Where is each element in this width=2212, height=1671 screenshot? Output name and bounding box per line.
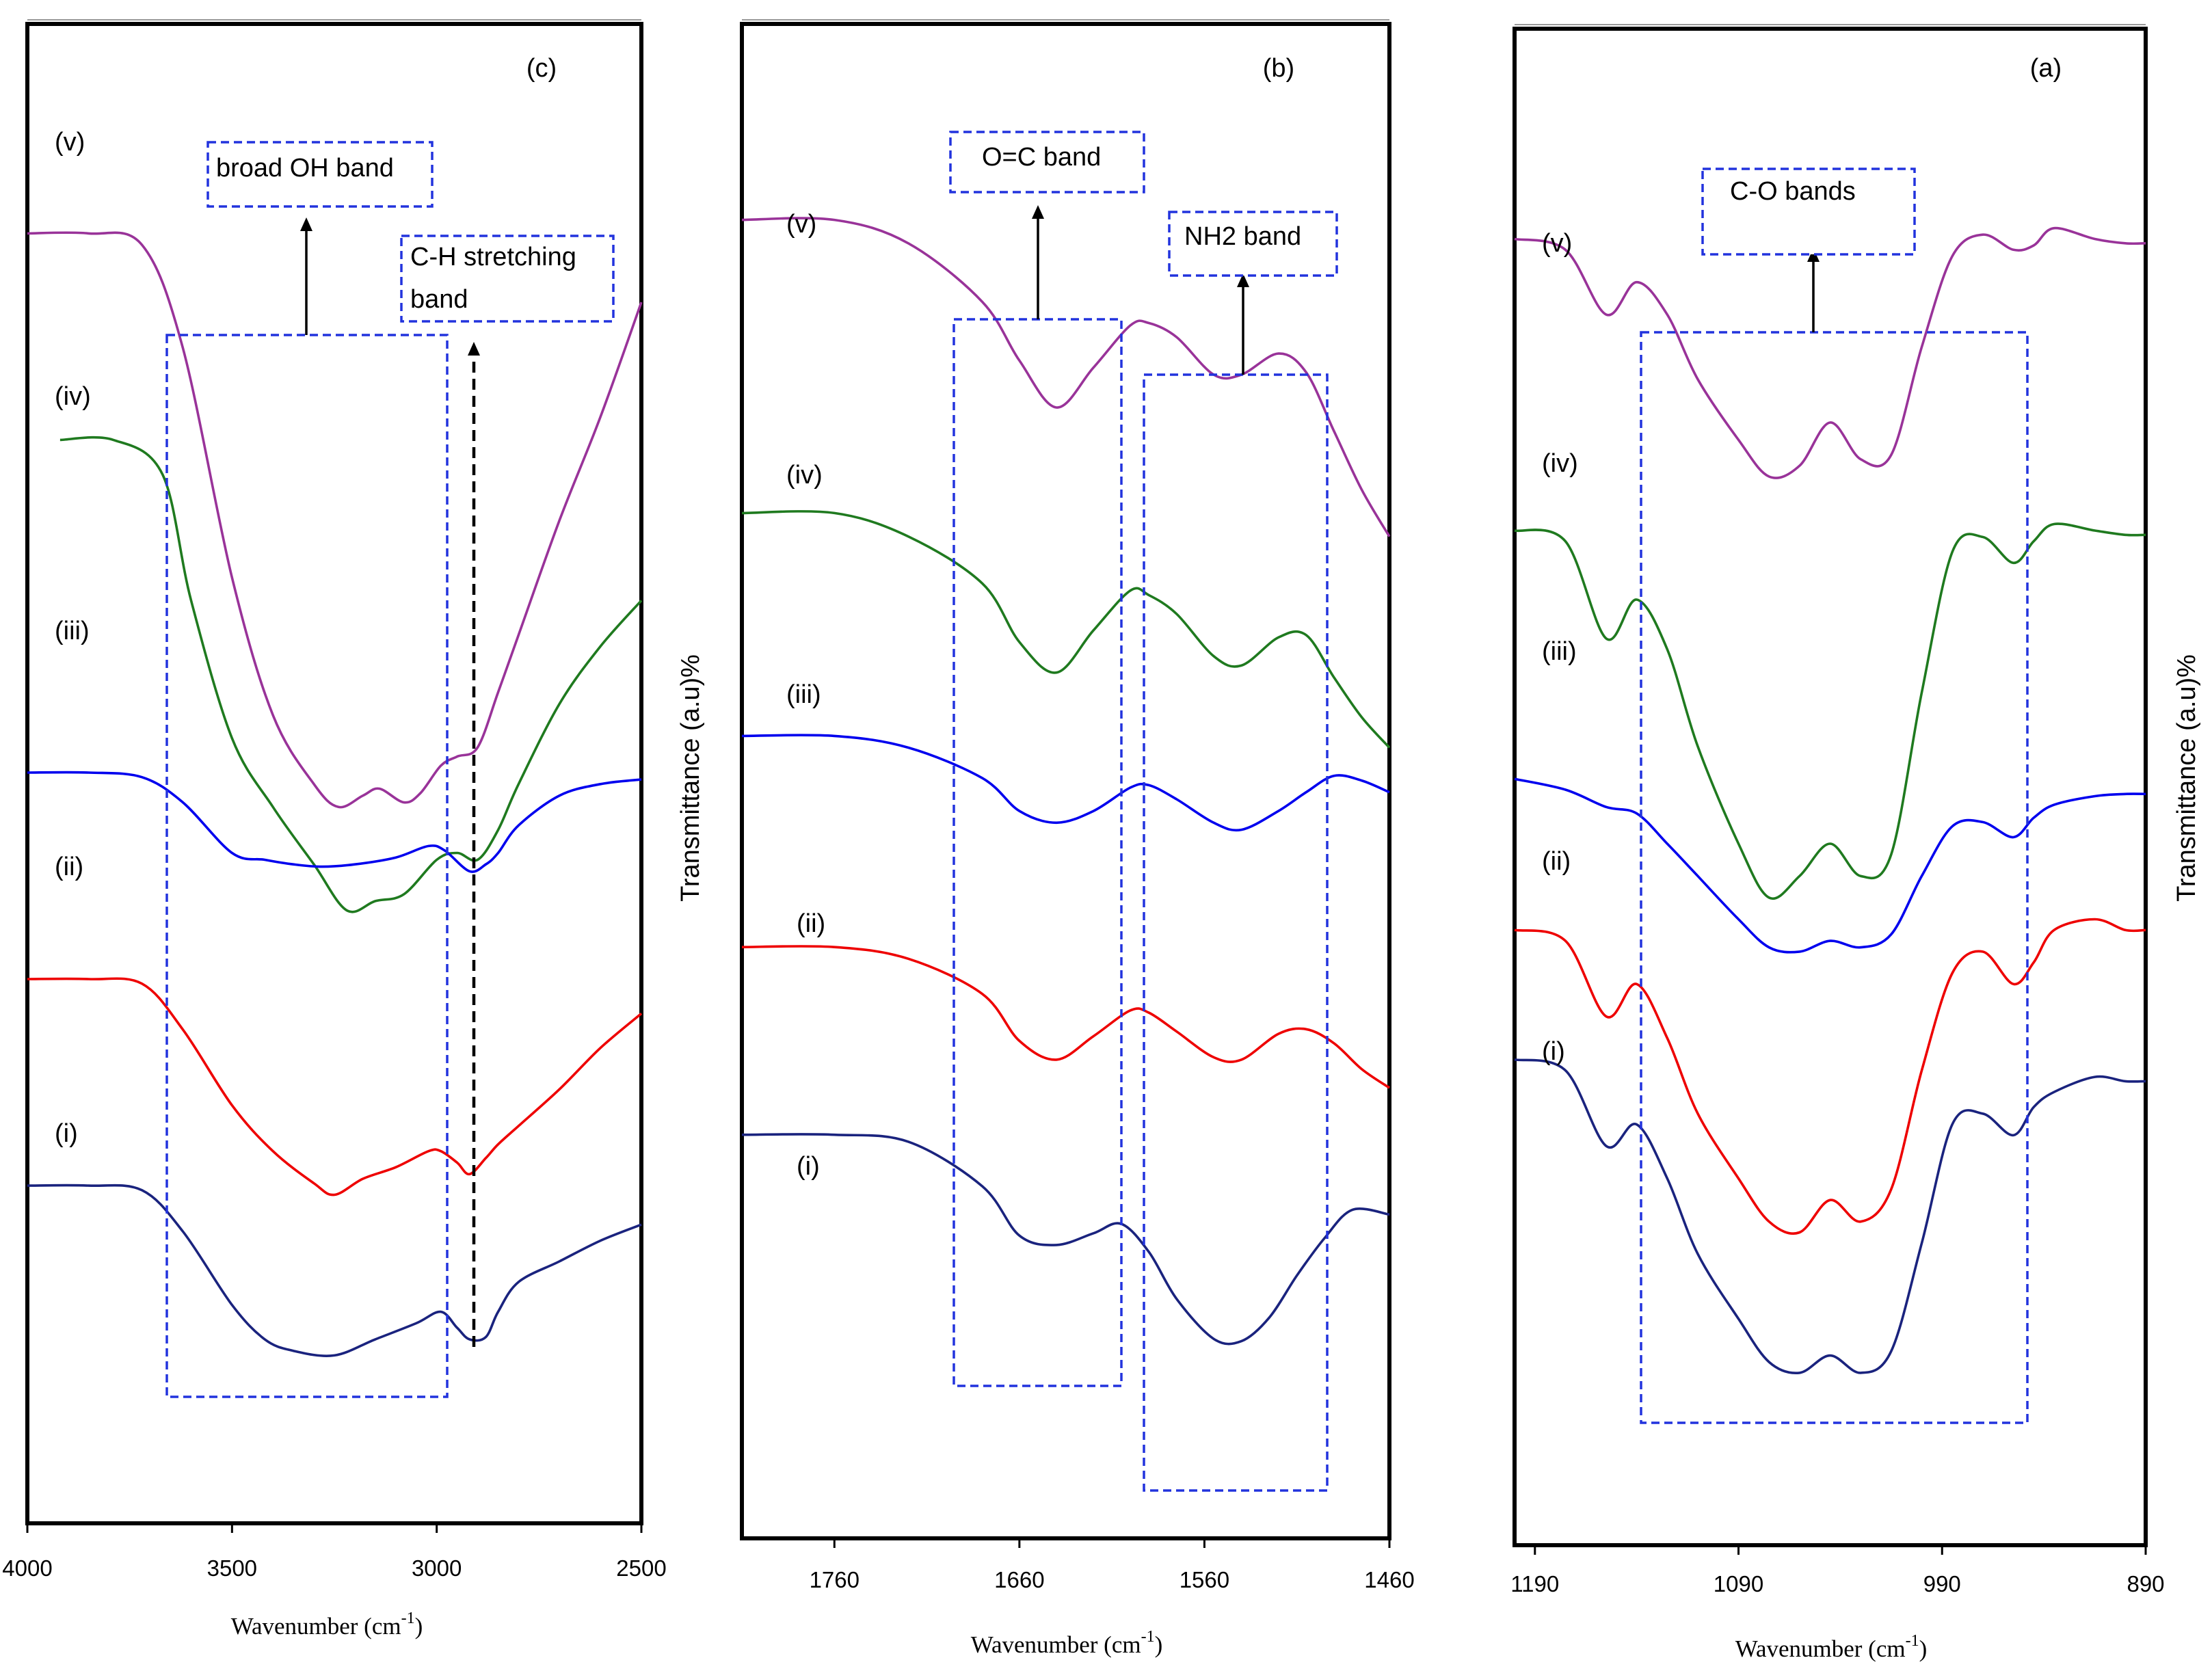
series-line-1 [1514, 226, 2146, 479]
series-line-3 [1514, 777, 2146, 954]
curve-label: (v) [786, 210, 816, 239]
curve-label: (ii) [1542, 847, 1571, 876]
y-axis-title: Transmittance (a.u)% [676, 654, 705, 902]
curve-label: (i) [55, 1119, 78, 1148]
curve-label: (iii) [1542, 637, 1577, 666]
x-tick-label: 1760 [810, 1567, 860, 1592]
panel-label: (b) [1263, 54, 1294, 83]
x-tick-label: 990 [1923, 1571, 1961, 1596]
series-line-5 [1514, 1058, 2146, 1374]
curve-label: (ii) [55, 853, 83, 881]
series-line-4 [27, 977, 643, 1197]
x-axis-title-sup: -1 [1906, 1632, 1919, 1650]
annotation-text: C-H stretching [410, 243, 576, 271]
x-tick-label: 4000 [2, 1555, 52, 1581]
x-tick-label: 2500 [616, 1555, 666, 1581]
series-line-4 [741, 945, 1390, 1089]
series-line-5 [27, 1184, 642, 1357]
curve-label: (v) [1542, 229, 1572, 258]
y-axis-title: Transmittance (a.u)% [2172, 654, 2201, 902]
series-line-1 [27, 231, 643, 809]
x-axis-title-close: ) [1155, 1631, 1163, 1658]
x-tick-label: 1090 [1714, 1571, 1763, 1596]
annotation-text-line2: band [410, 285, 468, 314]
annotation-text: O=C band [982, 143, 1101, 172]
series-line-4 [1514, 918, 2146, 1235]
annotation-text: C-O bands [1730, 177, 1856, 206]
x-axis-title-main: Wavenumber (cm [1735, 1635, 1906, 1662]
curve-label: (iv) [1542, 449, 1578, 478]
band-region-box [1143, 373, 1329, 1492]
panel-b: 1760 1660 1560 1460 Wavenumber (cm-1) Transmi… [676, 19, 1415, 1658]
curve-label: (v) [55, 128, 85, 157]
curve-label: (iii) [55, 617, 90, 645]
x-axis-title: Wavenumber (cm-1) [1735, 1632, 1928, 1662]
x-tick-label: 890 [2127, 1571, 2164, 1596]
x-axis-title-close: ) [1919, 1635, 1928, 1662]
panel-a: 1190 1090 990 890 Wavenumber (cm-1) Transmitt… [1510, 24, 2201, 1662]
annotation-box [1168, 211, 1338, 277]
x-tick-label: 1660 [994, 1567, 1044, 1592]
arrow-head [468, 342, 480, 356]
x-axis-title-sup: -1 [401, 1609, 415, 1627]
curve-label: (ii) [797, 909, 825, 938]
arrow-head [300, 217, 312, 231]
x-tick-label: 1560 [1180, 1567, 1229, 1592]
curve-label: (iv) [55, 382, 91, 411]
annotation-box [400, 235, 615, 323]
annotation-text: NH2 band [1184, 222, 1301, 251]
curve-label: (i) [1542, 1037, 1565, 1066]
x-axis-title: Wavenumber (cm-1) [971, 1628, 1163, 1658]
panel-c: 4000 3500 3000 2500 Wavenumber (cm-1) (c) (v) (… [2, 19, 667, 1640]
band-region-box [952, 318, 1123, 1387]
series-line-3 [741, 734, 1390, 832]
plot-frame [740, 22, 1391, 1540]
band-region-box [1640, 331, 2029, 1424]
series-line-2 [741, 510, 1391, 749]
annotation-text: broad OH band [216, 154, 394, 183]
curve-label: (i) [797, 1152, 820, 1181]
x-axis-title: Wavenumber (cm-1) [231, 1609, 423, 1640]
series-line-5 [741, 1133, 1390, 1346]
x-axis-title-main: Wavenumber (cm [971, 1631, 1141, 1658]
plot-frame [1513, 27, 2148, 1547]
panel-label: (c) [527, 54, 557, 83]
panel-label: (a) [2030, 54, 2062, 83]
band-region-box [165, 334, 449, 1398]
series-line-2 [59, 436, 643, 913]
annotation-box [949, 131, 1145, 193]
x-axis-title-sup: -1 [1141, 1628, 1155, 1646]
series-line-2 [1514, 522, 2146, 900]
arrow-head [1237, 273, 1249, 287]
arrow-head [1032, 205, 1044, 219]
arrow-head [1807, 248, 1820, 262]
x-axis-title-close: ) [415, 1613, 423, 1640]
curve-label: (iii) [786, 680, 821, 709]
annotation-box [206, 141, 434, 208]
x-axis-title-main: Wavenumber (cm [231, 1613, 401, 1640]
x-tick-label: 3500 [207, 1555, 257, 1581]
series-line-3 [27, 771, 642, 873]
annotation-box [1701, 168, 1916, 256]
x-tick-label: 1460 [1364, 1567, 1414, 1592]
x-tick-label: 3000 [412, 1555, 462, 1581]
x-tick-label: 1190 [1510, 1571, 1559, 1596]
curve-label: (iv) [786, 461, 823, 490]
series-line-1 [741, 217, 1391, 537]
